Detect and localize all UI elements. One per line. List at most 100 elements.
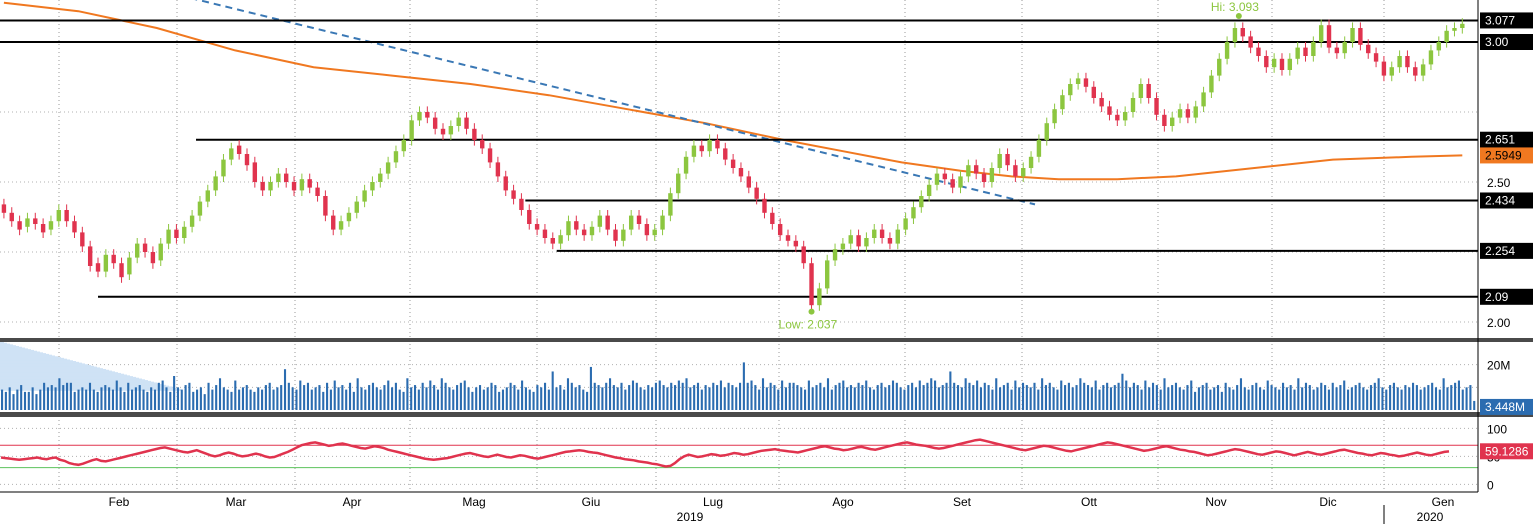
- month-label: Gen: [1432, 495, 1455, 509]
- candle: [825, 254, 830, 294]
- volume-bar: [1213, 387, 1216, 410]
- volume-tick-label: 20M: [1487, 359, 1510, 373]
- candle-body: [315, 187, 320, 196]
- candle-body: [1381, 61, 1387, 76]
- volume-bar: [999, 387, 1002, 410]
- volume-bar: [1220, 391, 1223, 410]
- candle: [1389, 61, 1394, 82]
- volume-bar: [356, 378, 359, 410]
- volume-bar: [1002, 385, 1005, 410]
- volume-bar: [1362, 387, 1365, 410]
- volume-bar: [869, 387, 872, 410]
- candle: [346, 207, 352, 227]
- volume-bar: [784, 387, 787, 410]
- volume-bar: [899, 387, 902, 410]
- volume-bar: [1465, 387, 1468, 410]
- candle-body: [33, 218, 38, 224]
- volume-bar: [1140, 389, 1143, 410]
- candle-body: [1287, 58, 1293, 70]
- candle-body: [542, 229, 548, 238]
- candle: [581, 224, 587, 241]
- volume-bar: [1316, 387, 1319, 410]
- candle: [464, 112, 469, 135]
- month-label: Dic: [1319, 495, 1336, 509]
- volume-bar: [1136, 385, 1139, 410]
- grid: [0, 0, 1478, 492]
- candle: [926, 179, 932, 202]
- volume-bar: [50, 385, 53, 410]
- volume-bar: [329, 389, 332, 410]
- volume-bar: [1037, 389, 1040, 410]
- candle: [1052, 103, 1057, 129]
- volume-bar: [371, 382, 375, 410]
- candle-body: [777, 224, 783, 236]
- candle-body: [346, 212, 352, 222]
- candle: [683, 151, 689, 180]
- candle: [323, 190, 328, 222]
- volume-bar: [16, 389, 19, 410]
- level-value-label-text: 2.254: [1485, 244, 1515, 258]
- volume-bar: [134, 387, 137, 410]
- moving-average-value-label: 2.5949: [1480, 147, 1533, 164]
- candle-body: [1028, 156, 1034, 168]
- candle-body: [440, 128, 446, 135]
- volume-bar: [69, 382, 72, 410]
- candle: [299, 173, 305, 196]
- volume-bar: [498, 391, 501, 410]
- volume-bar: [245, 385, 248, 410]
- volume-bar: [566, 378, 570, 410]
- volume-bar: [482, 389, 485, 410]
- volume-bar: [341, 385, 344, 410]
- volume-bar: [1090, 387, 1093, 410]
- volume-bar: [945, 382, 948, 410]
- candle: [1138, 78, 1144, 104]
- candle-body: [793, 240, 799, 247]
- volume-bar: [884, 387, 887, 410]
- candle: [17, 215, 22, 236]
- candle-body: [550, 238, 555, 244]
- volume-bar: [421, 382, 424, 410]
- volume-bar: [123, 391, 126, 410]
- volume-bar: [1174, 382, 1178, 410]
- volume-bar: [1125, 380, 1128, 410]
- volume-bar: [601, 387, 604, 410]
- volume-bar: [1373, 382, 1376, 410]
- candle-body: [942, 173, 948, 180]
- candle-body: [448, 126, 454, 135]
- volume-bar: [1041, 378, 1044, 410]
- volume-bar: [1129, 387, 1132, 410]
- volume-bar: [1010, 389, 1013, 410]
- candle: [1248, 30, 1253, 54]
- candle-body: [87, 246, 93, 266]
- volume-bar: [1454, 382, 1457, 410]
- candle: [1373, 47, 1379, 68]
- volume-bar: [1473, 400, 1476, 410]
- volume-bar: [417, 389, 420, 410]
- candle-body: [966, 165, 971, 177]
- volume-bar: [352, 391, 355, 410]
- volume-bar: [1350, 387, 1353, 410]
- candle: [613, 224, 618, 247]
- volume-bar: [578, 385, 581, 410]
- volume-bar: [364, 389, 367, 410]
- volume-bar: [792, 382, 795, 410]
- volume-bar: [4, 391, 7, 410]
- candle: [283, 168, 289, 188]
- volume-bar: [983, 382, 986, 410]
- candle: [628, 210, 634, 236]
- volume-bar: [425, 387, 428, 410]
- candle-body: [9, 212, 14, 222]
- candle-body: [668, 193, 673, 216]
- candle-body: [1460, 23, 1465, 28]
- candle-body: [762, 198, 767, 213]
- volume-bar: [543, 382, 547, 410]
- volume-bar: [31, 387, 34, 410]
- volume-bar: [853, 387, 856, 410]
- candle: [135, 238, 140, 264]
- volume-bar: [704, 385, 707, 410]
- volume-bar: [1427, 385, 1430, 410]
- volume-bar: [241, 387, 245, 410]
- candle: [1091, 81, 1096, 104]
- candle: [142, 238, 148, 258]
- volume-bar: [972, 385, 975, 410]
